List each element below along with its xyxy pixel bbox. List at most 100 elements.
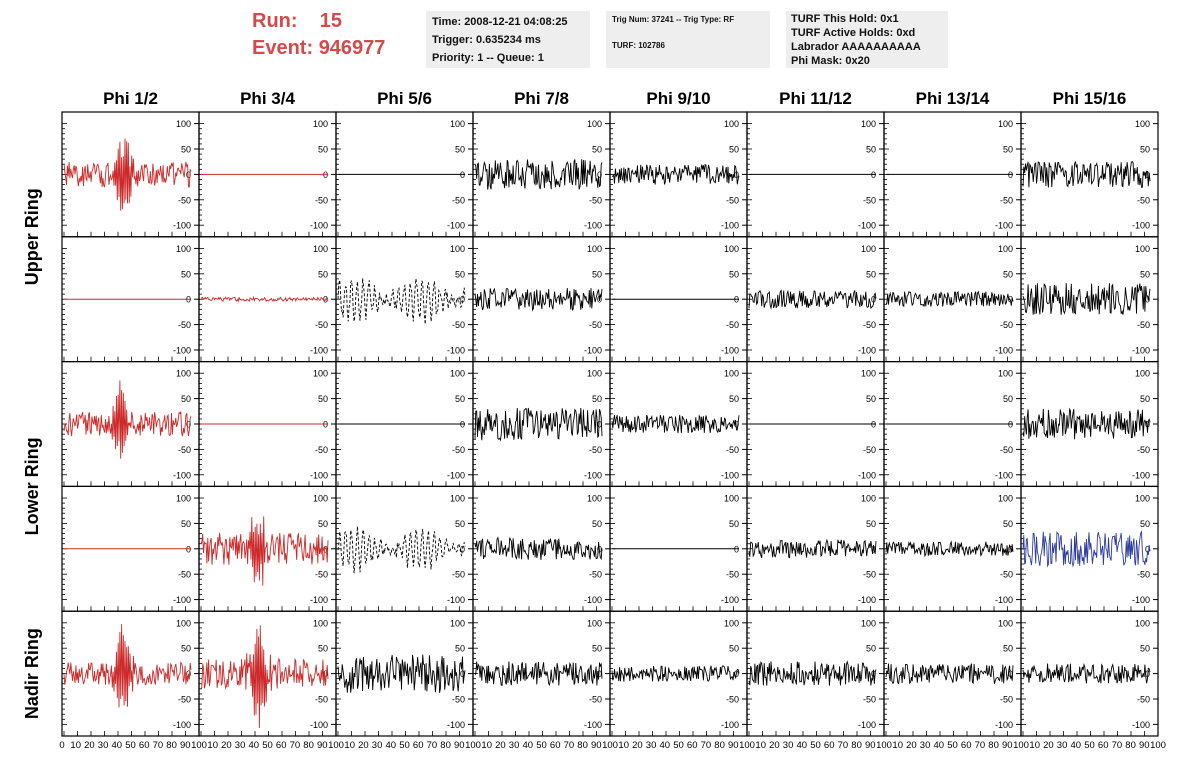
event-row: Event: 946977 <box>252 35 385 62</box>
y-tick-label: 50 <box>318 269 328 279</box>
y-tick-label: -50 <box>1137 445 1150 455</box>
y-tick-label: -50 <box>452 195 465 205</box>
y-tick-label: 50 <box>592 519 602 529</box>
y-tick-label: 0 <box>734 420 739 430</box>
x-tick-label: 30 <box>1057 740 1068 751</box>
y-tick-label: -100 <box>173 720 191 730</box>
y-tick-label: 100 <box>1135 119 1150 129</box>
y-tick-label: -100 <box>584 470 602 480</box>
x-tick-label: 30 <box>920 740 931 751</box>
waveform-line <box>885 663 1014 685</box>
x-tick-label: 40 <box>797 740 808 751</box>
y-tick-label: -100 <box>995 221 1013 231</box>
y-tick-label: 0 <box>1145 295 1150 305</box>
waveform-line <box>611 665 740 683</box>
y-tick-label: 0 <box>597 669 602 679</box>
waveform-line <box>200 516 329 586</box>
y-tick-label: -100 <box>310 221 328 231</box>
turf-line: TURF: 102786 <box>612 41 665 50</box>
x-tick-label: 60 <box>139 740 150 751</box>
y-tick-label: 50 <box>455 519 465 529</box>
y-tick-label: 50 <box>1003 644 1013 654</box>
y-tick-label: 50 <box>318 519 328 529</box>
y-tick-label: -100 <box>447 720 465 730</box>
x-tick-label: 60 <box>1098 740 1109 751</box>
column-header: Phi 11/12 <box>779 89 852 108</box>
x-tick-label: 90 <box>1002 740 1013 751</box>
y-tick-label: 50 <box>181 269 191 279</box>
y-tick-label: -50 <box>726 694 739 704</box>
y-tick-label: 50 <box>729 519 739 529</box>
y-tick-label: 100 <box>176 618 191 628</box>
waveform-line <box>63 624 192 708</box>
x-tick-label: 60 <box>413 740 424 751</box>
x-tick-label: 30 <box>372 740 383 751</box>
column-header: Phi 9/10 <box>646 89 710 108</box>
y-tick-label: 100 <box>450 618 465 628</box>
y-tick-label: 50 <box>1140 644 1150 654</box>
x-tick-label: 50 <box>1084 740 1095 751</box>
y-tick-label: 50 <box>455 644 465 654</box>
y-tick-label: 0 <box>460 544 465 554</box>
x-tick-label: 10 <box>618 740 629 751</box>
y-tick-label: -100 <box>995 345 1013 355</box>
y-tick-label: 100 <box>313 618 328 628</box>
x-tick-label: 80 <box>166 740 177 751</box>
y-tick-label: 100 <box>1135 494 1150 504</box>
x-tick-label: 10 <box>1029 740 1040 751</box>
x-tick-label: 100 <box>191 740 207 751</box>
y-tick-label: 50 <box>729 145 739 155</box>
phi-mask-line: Phi Mask: 0x20 <box>791 55 870 67</box>
ring-label: Upper Ring <box>22 188 42 285</box>
turf-hold-line: TURF This Hold: 0x1 <box>791 13 899 25</box>
x-tick-label: 20 <box>84 740 95 751</box>
x-tick-label: 70 <box>701 740 712 751</box>
x-tick-label: 40 <box>1071 740 1082 751</box>
y-tick-label: -50 <box>315 445 328 455</box>
x-tick-label: 80 <box>714 740 725 751</box>
y-tick-label: -100 <box>584 595 602 605</box>
y-tick-label: 0 <box>597 170 602 180</box>
y-tick-label: 100 <box>724 244 739 254</box>
y-tick-label: -50 <box>589 320 602 330</box>
y-tick-label: -100 <box>447 345 465 355</box>
x-tick-label: 80 <box>988 740 999 751</box>
ring-label: Nadir Ring <box>22 628 42 719</box>
y-tick-label: 50 <box>1140 269 1150 279</box>
y-tick-label: -100 <box>858 221 876 231</box>
x-tick-label: 80 <box>440 740 451 751</box>
y-tick-label: 50 <box>1140 394 1150 404</box>
y-tick-label: -100 <box>447 595 465 605</box>
y-tick-label: -50 <box>1137 320 1150 330</box>
y-tick-label: -100 <box>173 345 191 355</box>
y-tick-label: -100 <box>721 221 739 231</box>
y-tick-label: 0 <box>186 170 191 180</box>
y-tick-label: -50 <box>315 570 328 580</box>
waveform-line <box>748 660 877 686</box>
y-tick-label: 100 <box>176 494 191 504</box>
y-tick-label: -100 <box>173 221 191 231</box>
y-tick-label: 100 <box>176 369 191 379</box>
waveform-line <box>885 290 1014 308</box>
x-tick-label: 50 <box>536 740 547 751</box>
x-tick-label: 10 <box>892 740 903 751</box>
x-tick-label: 40 <box>386 740 397 751</box>
x-tick-label: 40 <box>523 740 534 751</box>
y-tick-label: -50 <box>1137 694 1150 704</box>
y-tick-label: 50 <box>729 269 739 279</box>
waveform-line <box>200 625 329 728</box>
y-tick-label: -50 <box>452 320 465 330</box>
y-tick-label: -50 <box>1000 320 1013 330</box>
x-tick-label: 0 <box>59 740 64 751</box>
y-tick-label: 100 <box>313 119 328 129</box>
y-tick-label: -100 <box>584 221 602 231</box>
